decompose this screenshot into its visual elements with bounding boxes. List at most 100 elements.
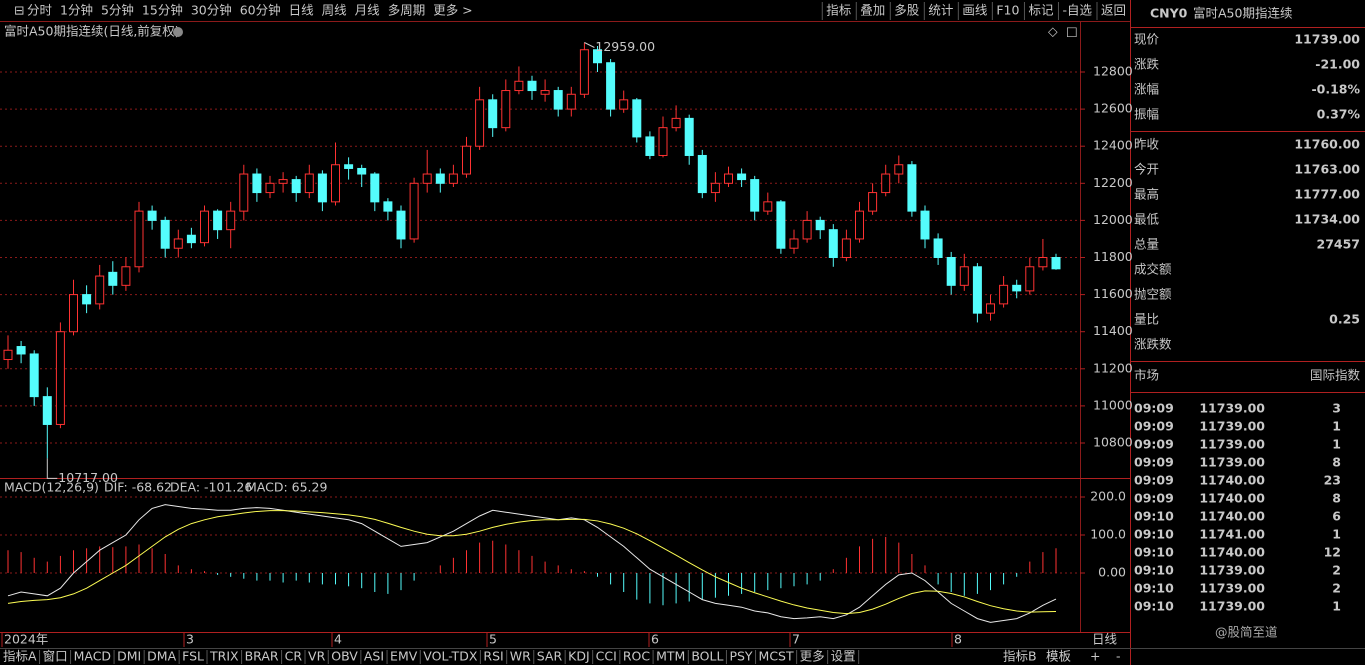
toolbar-button[interactable]: 60分钟 xyxy=(240,3,281,18)
candle-body xyxy=(593,49,602,64)
indicator-tab[interactable]: BOLL xyxy=(691,649,723,664)
toolbar-button[interactable]: 分时 xyxy=(27,3,53,18)
market-label: 市场 xyxy=(1134,368,1159,383)
quote-value: -0.18% xyxy=(1311,82,1360,97)
indicator-tab[interactable]: 更多 xyxy=(800,649,825,664)
x-tick-label: 7 xyxy=(792,632,800,647)
indicator-tab[interactable]: MACD xyxy=(74,649,111,664)
candle-body xyxy=(1012,284,1022,292)
indicator-tab[interactable]: 指标A xyxy=(3,649,37,664)
toolbar-button[interactable]: 30分钟 xyxy=(191,3,232,18)
indicator-tab[interactable]: ROC xyxy=(623,649,651,664)
indicator-tab[interactable]: CR xyxy=(285,649,303,664)
toolbar-button[interactable]: F10 xyxy=(996,3,1019,18)
indicator-tab[interactable]: + xyxy=(1090,649,1100,664)
indicator-tab[interactable]: RSI xyxy=(483,649,503,664)
candle-body xyxy=(82,294,92,305)
toolbar-button[interactable]: 画线 xyxy=(962,3,988,18)
toolbar-button[interactable]: 月线 xyxy=(355,3,381,18)
menu-icon[interactable]: ⊟ xyxy=(14,3,24,18)
indicator-tab[interactable]: WR xyxy=(510,649,531,664)
indicator-tab[interactable]: DMI xyxy=(117,649,141,664)
market-value: 国际指数 xyxy=(1310,368,1361,383)
quote-label: 涨跌 xyxy=(1134,57,1160,72)
trade-price: 11740.00 xyxy=(1199,473,1265,488)
indicator-tab[interactable]: KDJ xyxy=(568,649,590,664)
indicator-tab[interactable]: 指标B xyxy=(1003,649,1037,664)
toolbar-button[interactable]: 统计 xyxy=(928,3,953,18)
quote-value: 11763.00 xyxy=(1294,162,1360,177)
indicator-tab[interactable]: BRAR xyxy=(245,649,279,664)
toolbar-button[interactable]: 15分钟 xyxy=(142,3,183,18)
indicator-tab[interactable]: VR xyxy=(308,649,326,664)
indicator-tab[interactable]: 模板 xyxy=(1046,649,1072,664)
indicator-tab[interactable]: TRIX xyxy=(209,649,239,664)
candle-body xyxy=(435,173,445,184)
candle-body xyxy=(3,349,13,361)
toolbar-button[interactable]: 多周期 xyxy=(388,3,426,18)
y-tick-label: 11400 xyxy=(1093,323,1133,338)
toolbar-button[interactable]: 更多 > xyxy=(433,3,472,18)
trade-price: 11739.00 xyxy=(1199,419,1265,434)
quote-label: 抛空额 xyxy=(1134,287,1172,302)
trade-time: 09:10 xyxy=(1134,527,1174,542)
candle-body xyxy=(29,353,39,398)
high-annotation: 12959.00 xyxy=(595,39,655,54)
quote-label: 量比 xyxy=(1134,312,1159,327)
toolbar-button[interactable]: 叠加 xyxy=(860,3,885,18)
toolbar-button[interactable]: 多股 xyxy=(894,3,920,18)
candle-body xyxy=(409,182,419,240)
toolbar-button[interactable]: 指标 xyxy=(826,3,851,18)
indicator-tab[interactable]: - xyxy=(1116,649,1121,664)
candle-body xyxy=(304,173,314,194)
candle-body xyxy=(514,80,524,92)
trade-time: 09:09 xyxy=(1134,437,1174,452)
indicator-tab[interactable]: VOL-TDX xyxy=(423,649,478,664)
toolbar-button[interactable]: 标记 xyxy=(1028,3,1054,18)
chart-icon[interactable]: □ xyxy=(1066,24,1078,39)
trade-time: 09:09 xyxy=(1134,401,1174,416)
indicator-tab[interactable]: 窗口 xyxy=(43,649,68,664)
candle-body xyxy=(134,210,144,268)
toolbar-button[interactable]: 5分钟 xyxy=(101,3,134,18)
x-tick-label: 3 xyxy=(186,632,194,647)
indicator-tab[interactable]: 设置 xyxy=(831,649,856,664)
quote-value: 27457 xyxy=(1317,237,1361,252)
trade-volume: 8 xyxy=(1332,455,1341,470)
candle-body xyxy=(986,303,995,314)
quote-value: 0.25 xyxy=(1329,312,1360,327)
trade-time: 09:09 xyxy=(1134,491,1174,506)
indicator-tab[interactable]: ASI xyxy=(364,649,384,664)
toolbar-button[interactable]: 1分钟 xyxy=(60,3,93,18)
toolbar-button[interactable]: -自选 xyxy=(1062,3,1092,18)
trade-volume: 3 xyxy=(1332,401,1341,416)
indicator-tab[interactable]: EMV xyxy=(390,649,418,664)
toolbar-button[interactable]: 周线 xyxy=(322,3,348,18)
indicator-tab[interactable]: OBV xyxy=(331,649,358,664)
indicator-tab[interactable]: FSL xyxy=(182,649,204,664)
indicator-tab[interactable]: MCST xyxy=(759,649,794,664)
candle-body xyxy=(763,201,773,212)
toolbar-button[interactable]: 返回 xyxy=(1101,3,1126,18)
chart-icon[interactable]: ◇ xyxy=(1048,24,1058,39)
macd-legend: MACD(12,26,9) xyxy=(4,480,99,495)
indicator-tab[interactable]: SAR xyxy=(537,649,563,664)
indicator-tab[interactable]: CCI xyxy=(596,649,617,664)
candle-body xyxy=(841,238,851,258)
indicator-tab[interactable]: PSY xyxy=(729,649,752,664)
period-label: 日线 xyxy=(1092,632,1118,647)
low-marker xyxy=(46,458,58,479)
indicator-tab[interactable]: DMA xyxy=(147,649,176,664)
candle-body xyxy=(815,219,825,231)
candle-body xyxy=(186,234,196,244)
trade-time: 09:10 xyxy=(1134,545,1174,560)
candle-body xyxy=(658,127,668,156)
indicator-tab[interactable]: MTM xyxy=(656,649,685,664)
trade-volume: 23 xyxy=(1324,473,1341,488)
title-dropdown[interactable] xyxy=(173,27,183,37)
candle-body xyxy=(527,80,537,92)
y-tick-label: 11800 xyxy=(1093,249,1133,264)
toolbar-button[interactable]: 日线 xyxy=(289,3,315,18)
quote-label: 振幅 xyxy=(1134,107,1159,122)
